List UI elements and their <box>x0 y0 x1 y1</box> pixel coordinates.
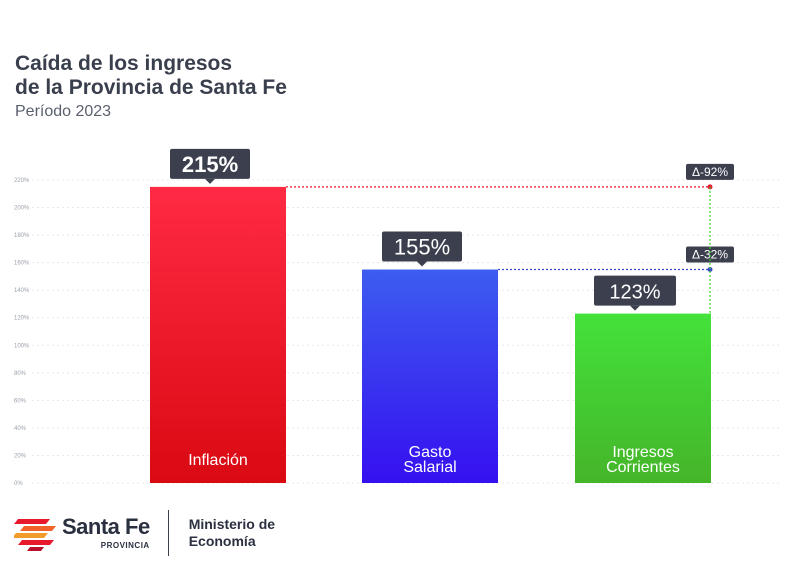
callout-pointer <box>417 261 427 267</box>
callout-box <box>170 148 250 179</box>
value-callout: 215% <box>170 148 250 184</box>
y-tick-label: 140% <box>14 288 30 294</box>
delta-label: Δ-32% <box>692 248 728 262</box>
footer: Santa Fe PROVINCIA Ministerio de Economí… <box>12 508 275 558</box>
y-tick-label: 60% <box>14 398 27 404</box>
bar-chart: 0% 20% 40% 60% 80% 100% 120% 140% 160% 180% 200% 22… <box>14 148 780 487</box>
bar-1 <box>150 186 286 484</box>
delta-box <box>686 246 734 263</box>
bar-3 <box>575 313 711 483</box>
y-tick-label: 120% <box>14 316 30 322</box>
chart-title: Caída de los ingresos de la Provincia de… <box>15 52 287 100</box>
y-tick-label: 100% <box>14 343 30 349</box>
y-tick-label: 40% <box>14 426 27 432</box>
category-label: Inflación <box>188 452 248 469</box>
value-label: 215% <box>182 152 238 177</box>
y-tick-label: 180% <box>14 233 30 239</box>
logo-subtitle: PROVINCIA <box>100 541 150 550</box>
ministry-line-2: Economía <box>188 533 256 549</box>
y-tick-label: 200% <box>14 206 30 212</box>
category-label: Ingresos Corrientes <box>606 444 680 476</box>
callout-pointer <box>205 178 215 184</box>
bars-layer: Inflación 215% Gasto Salarial 155% Ingresos Co… <box>150 148 711 484</box>
title-line-1: Caída de los ingresos <box>15 52 233 75</box>
callout-box <box>594 275 676 306</box>
reference-marker <box>707 267 713 273</box>
bar-2 <box>362 269 498 483</box>
ministry-line-1: Ministerio de <box>188 516 276 532</box>
y-tick-label: 20% <box>14 453 27 459</box>
y-tick-label: 160% <box>14 261 30 267</box>
logo-text: Santa Fe PROVINCIA <box>62 515 150 551</box>
callout-pointer <box>630 305 640 311</box>
y-tick-label: 80% <box>14 371 27 377</box>
santa-fe-logo-icon <box>12 513 58 553</box>
ministry-name: Ministerio de Economía <box>189 516 275 550</box>
delta-box <box>686 163 734 180</box>
annotations-layer: Δ-92% Δ-32% <box>286 163 734 314</box>
y-tick-label: 220% <box>14 178 30 184</box>
footer-divider <box>167 510 169 556</box>
callout-box <box>382 231 462 262</box>
chart-subtitle: Período 2023 <box>15 103 112 120</box>
value-callout: 123% <box>594 275 676 311</box>
title-line-2: de la Provincia de Santa Fe <box>15 76 287 99</box>
y-tick-label: 0% <box>14 481 23 487</box>
value-label: 123% <box>609 282 660 304</box>
delta-label: Δ-92% <box>692 165 728 179</box>
category-label: Gasto Salarial <box>403 444 456 476</box>
logo-name: Santa Fe <box>62 514 150 539</box>
value-label: 155% <box>394 235 450 260</box>
value-callout: 155% <box>382 231 462 267</box>
grid-layer: 0% 20% 40% 60% 80% 100% 120% 140% 160% 180% 200% 22… <box>14 178 780 487</box>
